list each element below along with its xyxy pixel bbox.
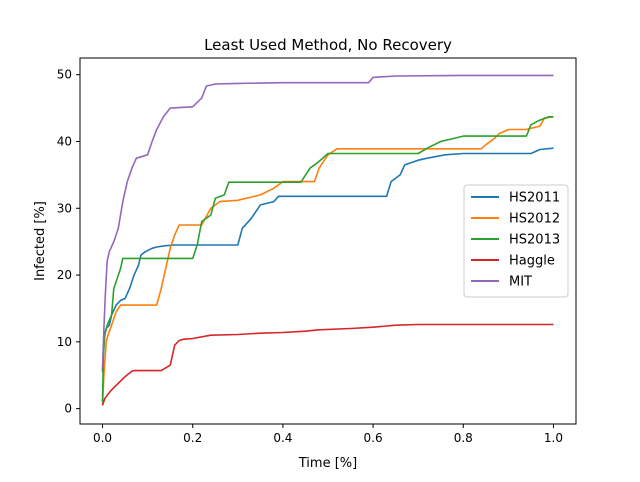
legend: HS2011 HS2012 HS2013 Haggle MIT (463, 184, 569, 298)
legend-label-hs2011: HS2011 (509, 191, 560, 206)
chart-title: Least Used Method, No Recovery (204, 36, 452, 54)
series-line-haggle (101, 323, 554, 406)
legend-label-haggle: Haggle (509, 254, 555, 269)
y-axis-ticks: 0 10 20 30 40 50 (57, 68, 80, 416)
x-tick-label: 0.6 (364, 431, 383, 445)
series-line-mit (101, 74, 554, 369)
legend-frame (463, 184, 569, 298)
y-tick-label: 40 (57, 134, 72, 148)
y-tick-label: 50 (57, 68, 72, 82)
y-tick-label: 10 (57, 335, 72, 349)
legend-label-hs2012: HS2012 (509, 212, 560, 227)
x-tick-label: 1.0 (544, 431, 563, 445)
y-axis-label: Infected [%] (33, 201, 48, 281)
series-line-hs2011 (101, 147, 554, 372)
y-tick-label: 20 (57, 268, 72, 282)
y-tick-label: 0 (64, 402, 72, 416)
x-axis-ticks: 0.0 0.2 0.4 0.6 0.8 1.0 (93, 424, 563, 445)
x-tick-label: 0.2 (183, 431, 202, 445)
legend-label-mit: MIT (509, 275, 532, 290)
legend-label-hs2013: HS2013 (509, 233, 560, 248)
series-line-hs2012 (101, 116, 554, 406)
series-line-hs2013 (101, 116, 554, 403)
x-tick-label: 0.0 (93, 431, 112, 445)
y-tick-label: 30 (57, 201, 72, 215)
series-layer (101, 74, 554, 406)
x-tick-label: 0.8 (454, 431, 473, 445)
x-tick-label: 0.4 (273, 431, 292, 445)
x-axis-label: Time [%] (298, 456, 357, 471)
plot-frame (79, 57, 577, 425)
